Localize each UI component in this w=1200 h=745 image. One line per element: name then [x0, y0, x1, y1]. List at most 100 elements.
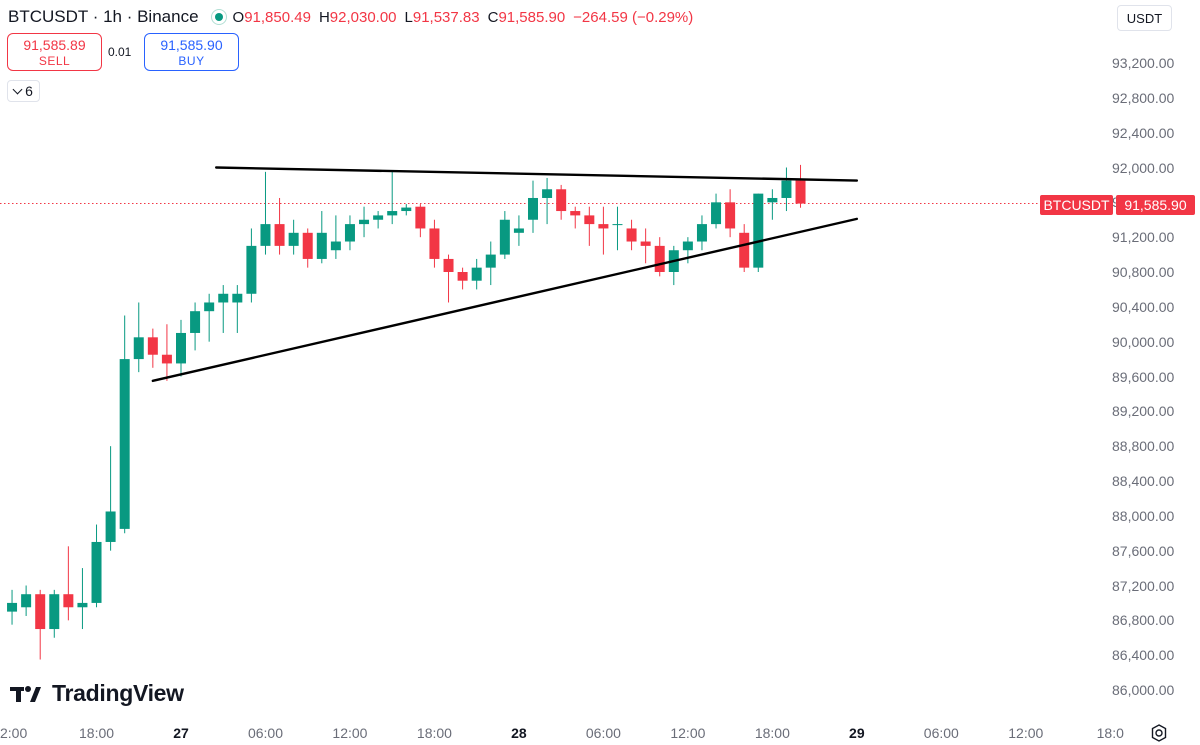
candle	[668, 245, 679, 286]
price-axis-label: 87,200.00	[1112, 577, 1175, 594]
indicators-toggle-button[interactable]: 6	[7, 80, 40, 102]
last-price-tag: 91,585.90	[1116, 195, 1195, 215]
buy-label: BUY	[178, 54, 205, 68]
candle	[443, 254, 454, 303]
settings-gear-icon[interactable]	[1150, 724, 1168, 742]
candle-body	[344, 224, 355, 242]
time-axis-label: 28	[511, 725, 527, 741]
candle	[485, 241, 496, 286]
price-axis-label: 86,800.00	[1112, 612, 1175, 629]
candle-body	[612, 224, 623, 226]
candle	[626, 219, 637, 251]
symbol-title[interactable]: BTCUSDT · 1h · Binance	[8, 7, 199, 26]
candle-body	[204, 302, 215, 312]
candle-body	[471, 267, 482, 281]
tradingview-logo[interactable]: TradingView	[10, 680, 184, 707]
candle	[373, 211, 384, 229]
candle-body	[232, 293, 243, 303]
candle	[598, 206, 609, 255]
candle	[570, 206, 581, 229]
spread-value: 0.01	[108, 45, 132, 59]
candle	[457, 267, 468, 290]
price-axis-label: 92,400.00	[1112, 124, 1175, 141]
candle	[133, 302, 144, 373]
candle-body	[176, 332, 186, 364]
sell-price: 91,585.89	[23, 37, 86, 53]
candle	[654, 237, 665, 277]
candle-body	[443, 258, 454, 272]
candle-body	[767, 197, 778, 203]
candle	[387, 171, 398, 225]
time-axis-label: 06:00	[923, 725, 959, 741]
candle-body	[753, 193, 764, 268]
buy-button[interactable]: 91,585.90 BUY	[144, 33, 239, 71]
sell-button[interactable]: 91,585.89 SELL	[7, 33, 102, 71]
candle	[359, 206, 370, 238]
candle-body	[7, 602, 18, 612]
ohlc-change: −264.59 (−0.29%)	[573, 8, 694, 26]
candle-body	[795, 180, 806, 204]
candle-body	[429, 228, 440, 259]
candle	[471, 258, 482, 290]
candle	[584, 206, 595, 246]
currency-selector[interactable]: USDT	[1117, 5, 1172, 31]
candle-body	[373, 215, 384, 220]
candle-body	[570, 211, 581, 216]
price-axis-label: 90,800.00	[1112, 264, 1175, 280]
candle	[795, 164, 806, 208]
time-axis-label: 12:00	[332, 725, 368, 741]
price-axis-label: 88,400.00	[1112, 473, 1175, 489]
trendline-upper[interactable]	[214, 166, 859, 182]
candle-body	[190, 311, 201, 333]
candle-body	[49, 594, 60, 630]
tradingview-logo-icon	[10, 685, 41, 702]
trendlines[interactable]	[151, 166, 859, 383]
candle	[499, 211, 510, 259]
candle	[739, 224, 750, 272]
candle-body	[161, 354, 172, 364]
time-axis-label: 06:00	[585, 725, 621, 741]
candle-body	[63, 594, 74, 608]
time-axis-label: 06:00	[247, 725, 283, 741]
candle-body	[218, 293, 229, 303]
price-axis-label: 88,000.00	[1112, 507, 1175, 524]
candle-body	[485, 254, 496, 268]
candle-body	[654, 245, 665, 272]
candle-body	[260, 224, 271, 246]
candle-body	[415, 206, 426, 229]
candle	[316, 211, 327, 264]
candle-body	[147, 337, 158, 355]
candle	[49, 589, 60, 638]
candle	[429, 219, 440, 268]
price-axis-label: 90,000.00	[1112, 333, 1175, 350]
buy-price: 91,585.90	[160, 37, 223, 53]
candle-body	[133, 337, 144, 360]
ohlc-low: L91,537.83	[404, 8, 480, 26]
time-axis-label: 18:0	[1096, 725, 1124, 741]
sell-label: SELL	[38, 54, 71, 68]
candle	[415, 204, 426, 238]
candle	[63, 546, 74, 621]
candle	[753, 193, 764, 272]
candle-body	[542, 189, 553, 198]
candle	[767, 189, 778, 220]
candle-body	[528, 197, 538, 220]
candle	[344, 215, 355, 251]
candle-body	[513, 228, 524, 233]
candle	[105, 446, 116, 551]
price-axis-label: 90,400.00	[1112, 298, 1175, 315]
candle-body	[316, 232, 327, 259]
candle	[542, 177, 553, 225]
ohlc-open: O91,850.49	[232, 8, 311, 26]
candle-body	[457, 272, 468, 281]
candle	[232, 285, 243, 333]
candle	[288, 219, 299, 255]
candle-body	[584, 215, 595, 225]
trendline-lower[interactable]	[151, 217, 859, 383]
price-axis-label: 92,000.00	[1112, 159, 1175, 176]
candle	[513, 215, 524, 246]
candle-body	[696, 224, 707, 242]
candle	[21, 585, 32, 616]
time-axis-label: 18:00	[754, 725, 790, 741]
